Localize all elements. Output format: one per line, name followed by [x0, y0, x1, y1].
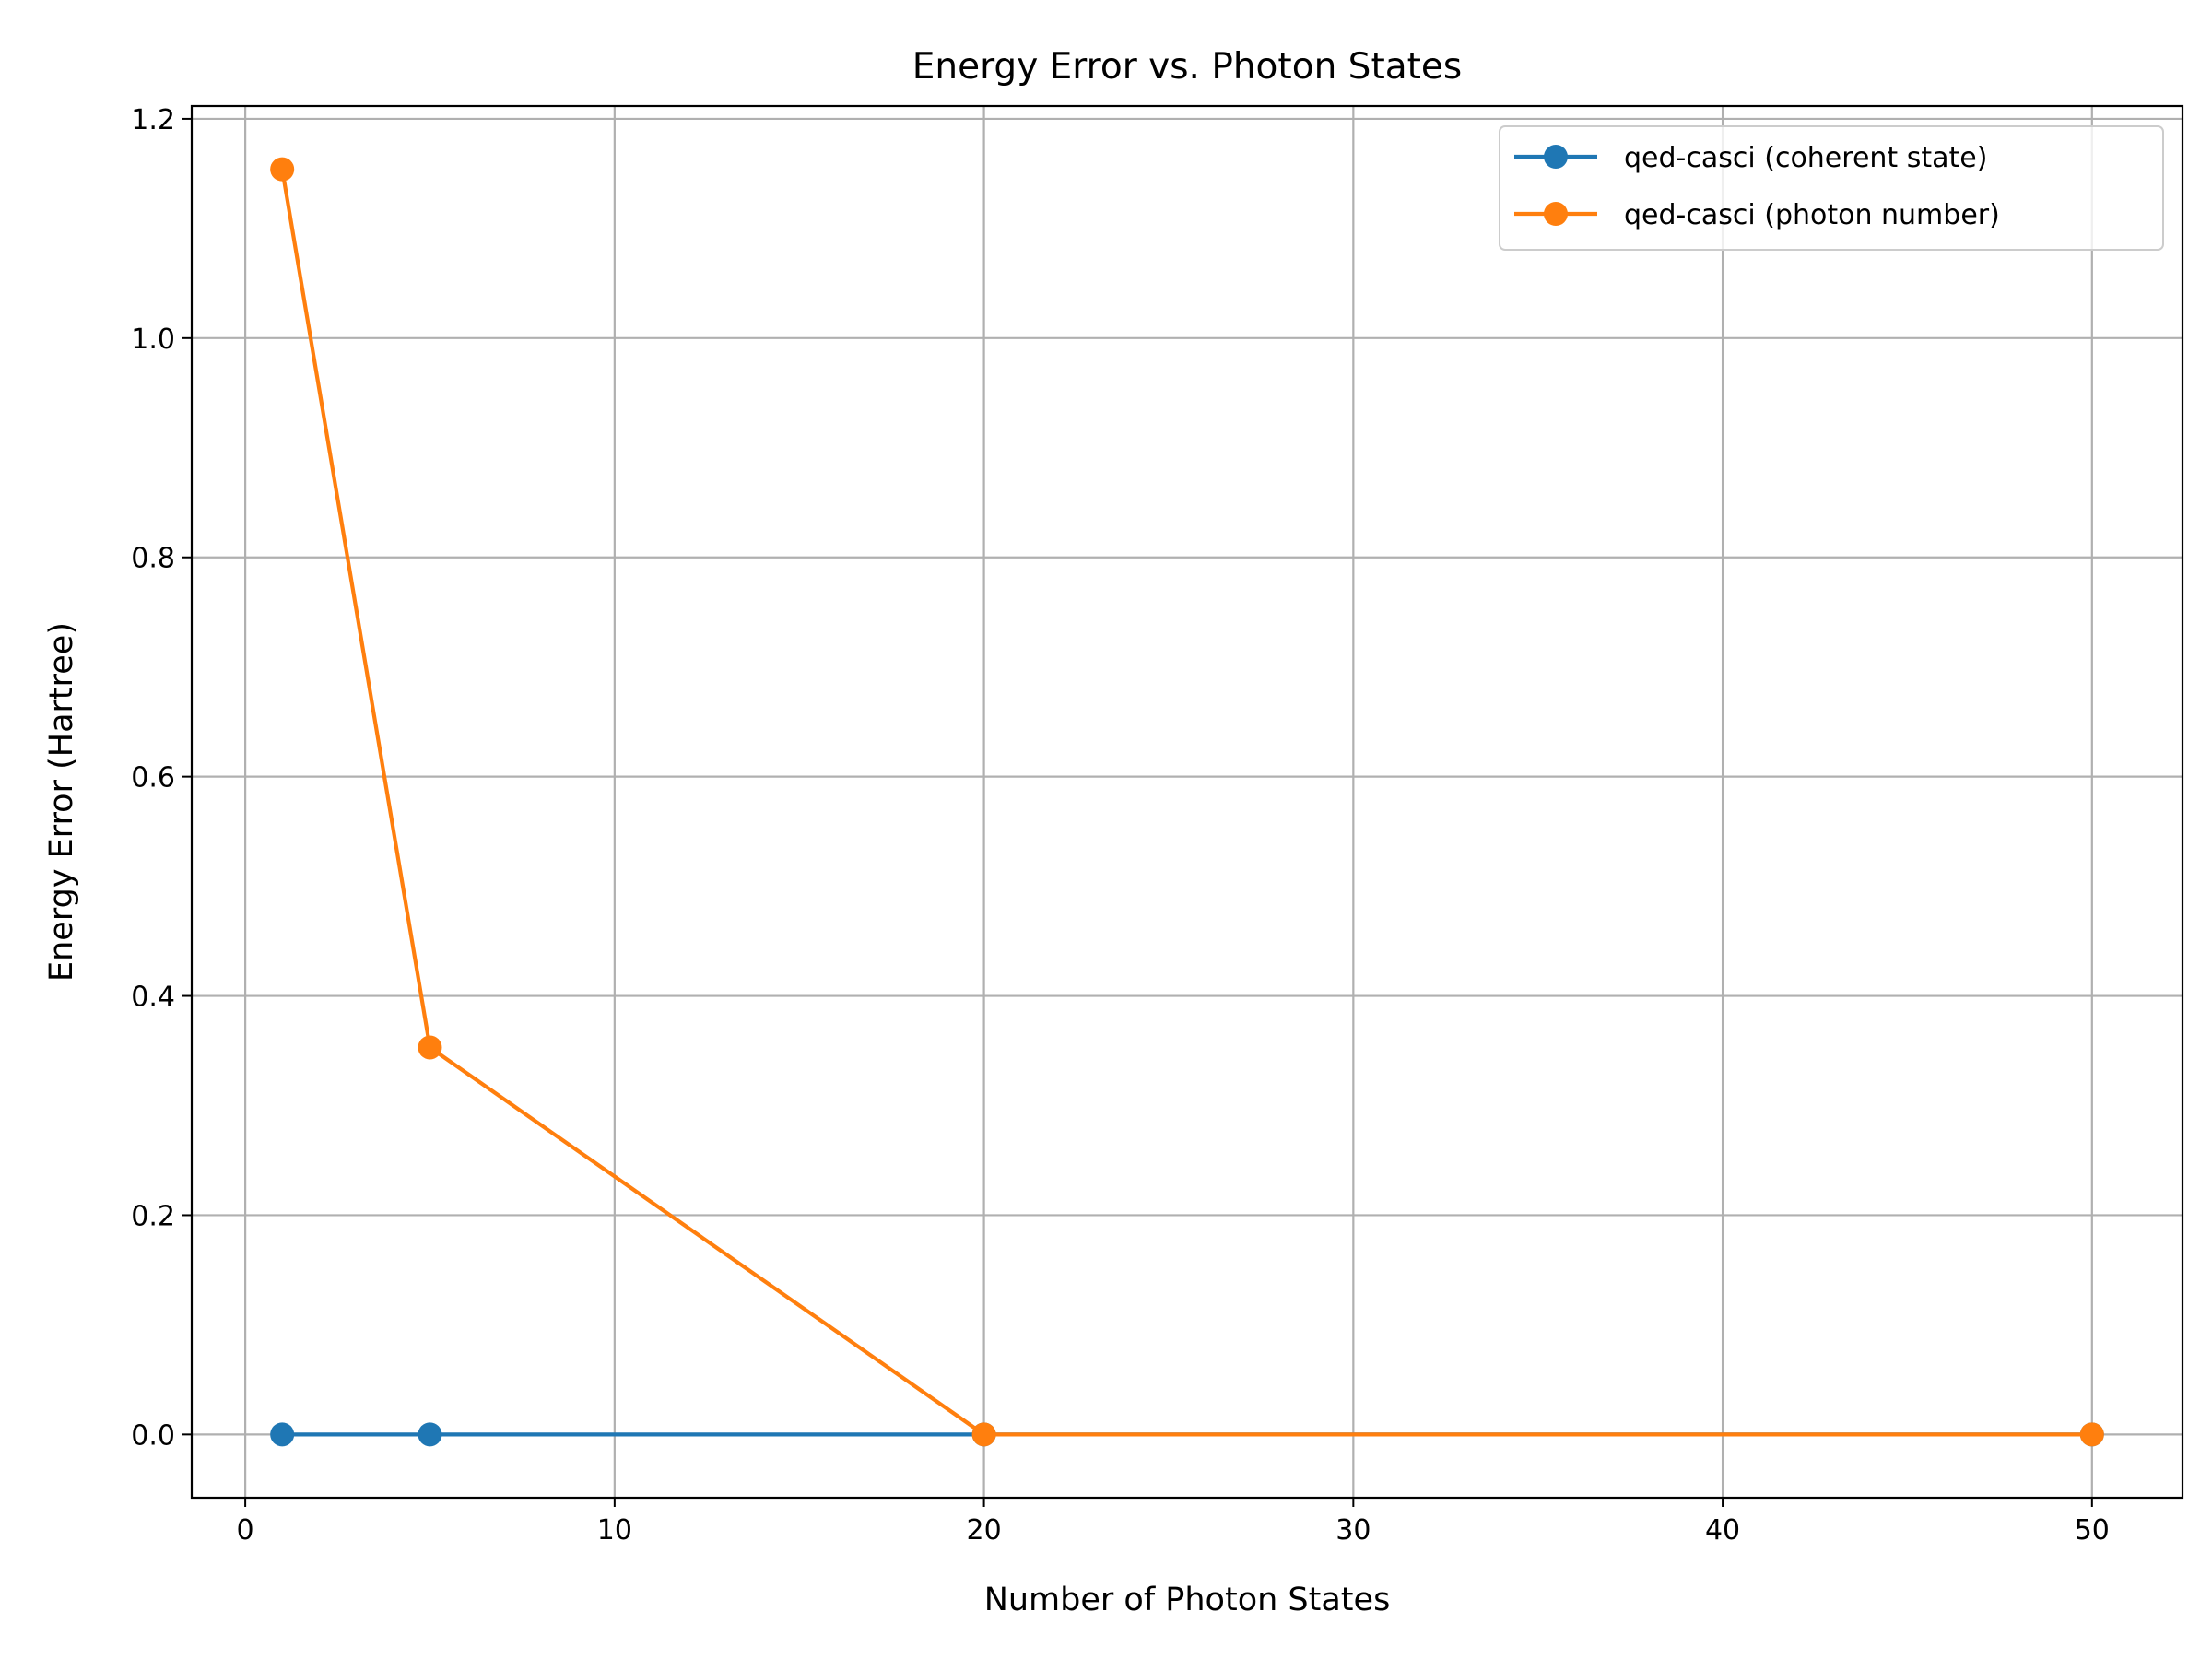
legend: qed-casci (coherent state) qed-casci (pho… [1499, 125, 2164, 251]
legend-box [1499, 125, 2164, 251]
y-tick-label: 1.2 [131, 104, 175, 136]
series-line [280, 169, 2092, 1437]
data-point [270, 157, 295, 182]
y-tick-label: 0.2 [131, 1200, 175, 1232]
x-tick-label: 20 [966, 1514, 1001, 1547]
legend-marker [1544, 145, 1568, 169]
x-tick-label: 10 [597, 1514, 632, 1547]
legend-entry: qed-casci (coherent state) [1514, 142, 1987, 174]
plot-frame [190, 104, 2184, 1500]
y-tick-label: 0.0 [131, 1419, 175, 1452]
data-point [418, 1035, 442, 1060]
data-point [418, 1422, 442, 1447]
series-group [270, 157, 2104, 1447]
chart-title: Energy Error vs. Photon States [912, 46, 1463, 88]
grid [192, 106, 2183, 1498]
series-2 [270, 157, 2104, 1447]
x-tick-label: 0 [237, 1514, 254, 1547]
legend-label: qed-casci (coherent state) [1624, 142, 1987, 174]
x-tick-label: 40 [1705, 1514, 1740, 1547]
legend-label: qed-casci (photon number) [1624, 199, 2000, 231]
y-tick-label: 0.4 [131, 982, 175, 1014]
data-point [2079, 1422, 2104, 1447]
x-axis-label: Number of Photon States [984, 1582, 1391, 1618]
legend-entries: qed-casci (coherent state) qed-casci (pho… [1514, 142, 2000, 231]
legend-entry: qed-casci (photon number) [1514, 199, 2000, 231]
y-tick-label: 0.6 [131, 762, 175, 794]
y-tick-label: 1.0 [131, 324, 175, 356]
x-tick-label: 30 [1335, 1514, 1371, 1547]
x-tick-label: 50 [2075, 1514, 2110, 1547]
data-point [270, 1422, 295, 1447]
y-tick-label: 0.8 [131, 543, 175, 575]
y-axis-label: Energy Error (Hartree) [43, 622, 80, 982]
ticks: 0 10 20 30 40 50 0.0 0.2 0.4 0.6 0.8 1.0 1.2 [131, 104, 2110, 1547]
data-point [971, 1422, 996, 1447]
legend-marker [1544, 202, 1568, 226]
